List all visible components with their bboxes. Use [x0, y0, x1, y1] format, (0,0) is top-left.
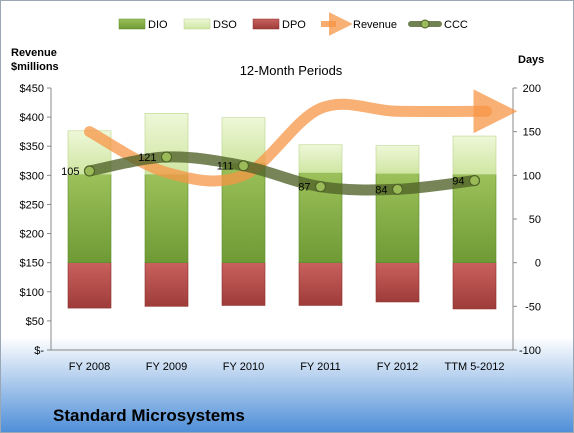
dso-bar	[452, 135, 497, 175]
y-right-label: Days	[518, 54, 544, 66]
left-axis-ticks: $- $50 $100 $150 $200 $250 $300 $350 $400 $450	[20, 83, 51, 357]
left-tick-label: $250	[20, 199, 44, 211]
ccc-point	[160, 151, 173, 163]
legend-label-dio: DIO	[148, 19, 168, 31]
ccc-data-label: 87	[298, 182, 310, 194]
right-tick-label: 0	[535, 258, 541, 270]
x-tick-label: FY 2009	[146, 361, 187, 373]
dpo-bar	[144, 262, 189, 307]
left-tick-label: $200	[20, 229, 44, 241]
footer-title: Standard Microsystems	[53, 406, 245, 425]
x-tick-label: FY 2012	[377, 361, 418, 373]
ccc-point	[468, 174, 481, 187]
dpo-bar	[375, 262, 420, 303]
x-tick-label: FY 2011	[300, 361, 341, 373]
dio-bar	[452, 174, 497, 263]
ccc-data-label: 111	[217, 161, 234, 173]
left-tick-label: $350	[20, 141, 44, 153]
x-tick-label: FY 2010	[223, 361, 264, 373]
dpo-bar	[221, 262, 266, 306]
ccc-data-label: 84	[375, 184, 387, 196]
ccc-series: 105 121 111 87 84 94	[61, 151, 481, 196]
dpo-bar	[67, 262, 112, 309]
right-tick-label: 200	[523, 83, 541, 95]
legend-ccc-marker	[420, 19, 430, 29]
right-tick-label: -100	[519, 345, 541, 357]
right-tick-label: 100	[523, 170, 541, 182]
revenue-series	[84, 89, 518, 187]
left-tick-label: $450	[20, 83, 44, 95]
ccc-point	[391, 183, 404, 195]
left-tick-label: $400	[20, 112, 44, 124]
dpo-bar	[298, 262, 343, 306]
dso-bar	[375, 145, 420, 174]
dio-bar	[144, 174, 189, 263]
right-tick-label: 50	[529, 214, 541, 226]
legend: DIO DSO DPO Revenue CCC	[118, 12, 468, 36]
dio-bar	[67, 174, 112, 263]
legend-label-dpo: DPO	[282, 19, 306, 31]
x-tick-label: FY 2008	[69, 361, 110, 373]
left-tick-label: $150	[20, 258, 44, 270]
y-left-label-line2: $millions	[11, 61, 59, 73]
right-axis-ticks: -100 -50 0 50 100 150 200	[513, 83, 541, 357]
ccc-point	[237, 160, 250, 172]
right-tick-label: 150	[523, 127, 541, 139]
right-tick-label: -50	[525, 301, 541, 313]
legend-swatch-dio	[118, 18, 146, 30]
legend-label-dso: DSO	[213, 19, 237, 31]
legend-swatch-dpo	[252, 18, 280, 30]
revenue-line	[84, 89, 518, 187]
x-tick-label: TTM 5-2012	[445, 361, 505, 373]
dso-bar	[144, 113, 189, 175]
x-axis-ticks: FY 2008 FY 2009 FY 2010 FY 2011 FY 2012 TTM 5…	[69, 361, 505, 373]
ccc-data-label: 94	[452, 176, 464, 188]
legend-label-revenue: Revenue	[353, 19, 397, 31]
left-tick-label: $300	[20, 170, 44, 182]
ccc-line	[84, 151, 480, 196]
ccc-data-label: 121	[138, 152, 156, 164]
left-tick-label: $-	[34, 345, 44, 357]
ccc-data-label: 105	[61, 166, 79, 178]
dpo-bar	[452, 262, 497, 310]
dso-bar	[298, 144, 343, 174]
legend-label-ccc: CCC	[444, 19, 468, 31]
legend-swatch-dso	[183, 18, 211, 30]
y-left-label-line1: Revenue	[11, 47, 57, 59]
ccc-point	[83, 165, 96, 177]
dso-bar	[221, 117, 266, 164]
ccc-point	[314, 181, 327, 193]
chart-title: 12-Month Periods	[240, 63, 343, 78]
left-tick-label: $50	[26, 316, 44, 328]
left-tick-label: $100	[20, 287, 44, 299]
